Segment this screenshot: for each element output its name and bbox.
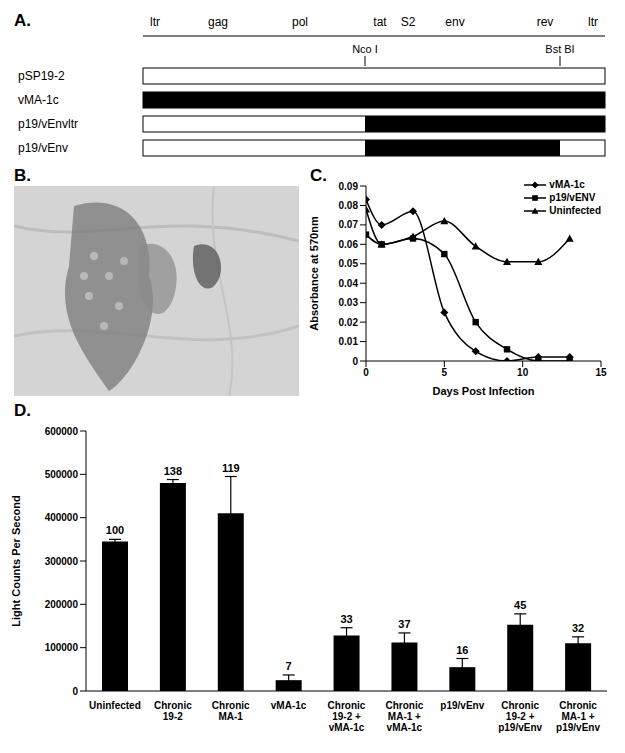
svg-text:119: 119	[222, 462, 240, 474]
svg-text:S2: S2	[401, 15, 416, 29]
svg-text:0.01: 0.01	[339, 336, 359, 347]
svg-text:Uninfected: Uninfected	[89, 700, 141, 711]
html-text:vMA-1c: vMA-1c	[549, 179, 585, 190]
svg-text:33: 33	[340, 613, 352, 625]
svg-text:0.09: 0.09	[339, 181, 359, 192]
svg-text:0.07: 0.07	[339, 219, 359, 230]
html-text:Uninfected: Uninfected	[549, 205, 601, 216]
svg-text:Absorbance at 570nm: Absorbance at 570nm	[308, 216, 320, 331]
svg-text:ltr: ltr	[150, 15, 160, 29]
svg-text:p19/vEnv: p19/vEnv	[440, 700, 484, 711]
svg-text:A.: A.	[14, 11, 31, 30]
svg-text:500000: 500000	[45, 469, 79, 480]
svg-text:vMA-1c: vMA-1c	[271, 700, 307, 711]
svg-text:600000: 600000	[45, 426, 79, 437]
svg-text:p19/vEnvltr: p19/vEnvltr	[18, 117, 78, 131]
svg-text:Bst BI: Bst BI	[545, 43, 574, 55]
svg-text:0.03: 0.03	[339, 297, 359, 308]
svg-text:45: 45	[514, 599, 526, 611]
svg-text:ltr: ltr	[588, 15, 598, 29]
svg-text:16: 16	[456, 644, 468, 656]
svg-text:200000: 200000	[45, 599, 79, 610]
svg-text:ChronicMA-1: ChronicMA-1	[212, 700, 250, 722]
svg-text:0.05: 0.05	[339, 258, 359, 269]
svg-text:Chronic19-2 +p19/vEnv: Chronic19-2 +p19/vEnv	[498, 700, 542, 733]
html-text:C.: C.	[310, 166, 327, 185]
svg-text:ChronicMA-1 +p19/vEnv: ChronicMA-1 +p19/vEnv	[556, 700, 600, 733]
svg-text:0.06: 0.06	[339, 239, 359, 250]
svg-text:0.08: 0.08	[339, 200, 359, 211]
svg-text:400000: 400000	[45, 512, 79, 523]
svg-text:10: 10	[517, 367, 529, 378]
svg-text:100: 100	[106, 524, 124, 536]
svg-text:Nco I: Nco I	[352, 43, 378, 55]
svg-text:Chronic19-2 +vMA-1c: Chronic19-2 +vMA-1c	[328, 700, 366, 733]
svg-text:0.02: 0.02	[339, 317, 359, 328]
svg-text:0: 0	[363, 367, 369, 378]
html-text:p19/vENV: p19/vENV	[549, 192, 596, 203]
svg-text:Light Counts Per Second: Light Counts Per Second	[10, 495, 22, 626]
svg-text:37: 37	[398, 618, 410, 630]
svg-text:vMA-1c: vMA-1c	[18, 93, 59, 107]
svg-text:15: 15	[595, 367, 607, 378]
svg-text:100000: 100000	[45, 642, 79, 653]
svg-text:0.04: 0.04	[339, 278, 359, 289]
svg-text:300000: 300000	[45, 556, 79, 567]
svg-text:p19/vEnv: p19/vEnv	[18, 141, 68, 155]
svg-text:138: 138	[164, 465, 182, 477]
svg-text:tat: tat	[373, 15, 387, 29]
svg-text:env: env	[445, 15, 464, 29]
svg-text:Days Post Infection: Days Post Infection	[432, 385, 534, 397]
svg-text:32: 32	[572, 622, 584, 634]
svg-text:ChronicMA-1 +vMA-1c: ChronicMA-1 +vMA-1c	[385, 700, 423, 733]
svg-text:7: 7	[286, 660, 292, 672]
svg-text:pSP19-2: pSP19-2	[18, 69, 65, 83]
svg-text:0: 0	[352, 356, 358, 367]
svg-text:5: 5	[442, 367, 448, 378]
html-text:D.: D.	[14, 401, 31, 420]
svg-text:pol: pol	[292, 15, 308, 29]
svg-text:Chronic19-2: Chronic19-2	[154, 700, 192, 722]
svg-text:rev: rev	[537, 15, 554, 29]
html-text:B.: B.	[14, 166, 31, 185]
svg-text:gag: gag	[208, 15, 228, 29]
svg-text:0: 0	[72, 686, 78, 697]
